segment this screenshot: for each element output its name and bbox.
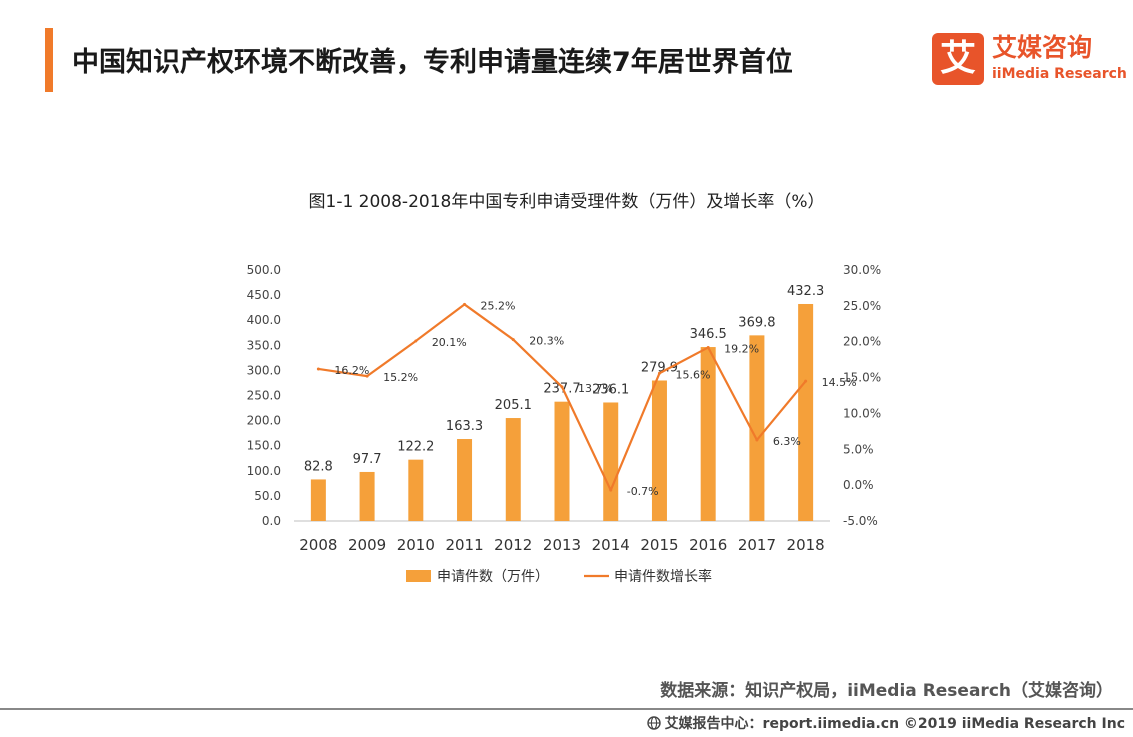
left-axis-tick-label: 450.0 [247,288,281,302]
right-axis-tick-label: 15.0% [843,371,881,385]
data-source: 数据来源：知识产权局，iiMedia Research（艾媒咨询） [660,681,1113,701]
logo-icon: 艾 [932,33,984,85]
logo-name-en: iiMedia Research [992,66,1127,82]
x-axis-tick-label: 2011 [445,536,483,554]
chart-title: 图1-1 2008-2018年中国专利申请受理件数（万件）及增长率（%） [308,192,825,212]
x-axis-tick-label: 2009 [348,536,386,554]
bar [749,335,765,521]
line-data-label: -0.7% [627,485,659,498]
x-axis-tick-label: 2013 [543,536,581,554]
left-axis-tick-label: 50.0 [254,489,281,503]
footer-divider [0,708,1133,710]
left-axis-tick-label: 0.0 [262,514,281,528]
left-axis-tick-label: 350.0 [247,338,281,352]
bar [554,401,570,521]
bar-data-label: 346.5 [690,327,727,342]
line-point [609,488,613,492]
line-point [316,367,320,371]
left-axis-tick-label: 250.0 [247,389,281,403]
x-axis-tick-label: 2018 [787,536,825,554]
x-axis-tick-label: 2016 [689,536,727,554]
line-data-label: 6.3% [773,435,801,448]
line-point [463,302,467,306]
bar-data-label: 236.1 [592,382,629,397]
left-axis-tick-label: 150.0 [247,439,281,453]
footer: 艾媒报告中心：report.iimedia.cn ©2019 iiMedia R… [646,713,1125,733]
x-axis-tick-label: 2017 [738,536,776,554]
bar [408,459,424,521]
line-point [657,371,661,375]
right-axis-tick-label: 10.0% [843,406,881,420]
left-axis-tick-label: 500.0 [247,263,281,277]
bar [505,418,521,521]
bar [651,380,667,521]
right-axis-tick-label: 5.0% [843,442,874,456]
line-data-label: 20.3% [529,335,564,348]
line-point [365,374,369,378]
line-data-label: 15.6% [675,368,710,381]
line-data-label: 20.1% [432,336,467,349]
bar-data-label: 369.8 [738,315,775,330]
line-point [706,345,710,349]
bar-data-label: 432.3 [787,284,824,299]
line-point [511,338,515,342]
line-data-label: 15.2% [383,371,418,384]
bar-data-label: 205.1 [495,398,532,413]
line-data-label: 19.2% [724,342,759,355]
globe-icon [646,716,661,730]
right-axis-tick-label: 0.0% [843,478,874,492]
line-point [755,438,759,442]
bar-data-label: 122.2 [397,440,434,455]
bar-data-label: 97.7 [353,452,382,467]
bar [359,471,375,521]
x-axis-tick-label: 2008 [299,536,337,554]
line-point [414,339,418,343]
right-axis-tick-label: 25.0% [843,299,881,313]
bar-data-label: 163.3 [446,419,483,434]
left-axis-tick-label: 200.0 [247,414,281,428]
right-axis-tick-label: 20.0% [843,335,881,349]
line-data-label: 14.5% [822,376,857,389]
legend-line-label: 申请件数增长率 [614,568,712,585]
x-axis-tick-label: 2012 [494,536,532,554]
bar-data-label: 82.8 [304,459,333,474]
x-axis-tick-label: 2015 [640,536,678,554]
x-axis-tick-label: 2014 [592,536,630,554]
legend-bar-swatch [406,570,431,582]
right-axis-tick-label: -5.0% [843,514,878,528]
x-axis-tick-label: 2010 [397,536,435,554]
bar [700,347,716,521]
legend-bar-label: 申请件数（万件） [437,569,549,585]
bar [798,303,814,521]
line-data-label: 25.2% [481,299,516,312]
left-axis-tick-label: 100.0 [247,464,281,478]
line-data-label: 13.7% [578,382,613,395]
left-axis-tick-label: 300.0 [247,363,281,377]
right-axis-tick-label: 30.0% [843,263,881,277]
brand-logo: 艾 艾媒咨询 iiMedia Research [932,33,1127,87]
line-data-label: 16.2% [334,364,369,377]
logo-name-cn: 艾媒咨询 [992,33,1093,62]
left-axis-tick-label: 400.0 [247,313,281,327]
bar [310,479,326,521]
bar [603,402,619,521]
line-point [804,379,808,383]
line-point [560,385,564,389]
title-accent-bar [45,28,53,92]
footer-text: 艾媒报告中心：report.iimedia.cn ©2019 iiMedia R… [664,716,1125,732]
bar-data-label: 279.9 [641,360,678,375]
page-title: 中国知识产权环境不断改善，专利申请量连续7年居世界首位 [72,47,793,78]
bar [457,439,473,521]
